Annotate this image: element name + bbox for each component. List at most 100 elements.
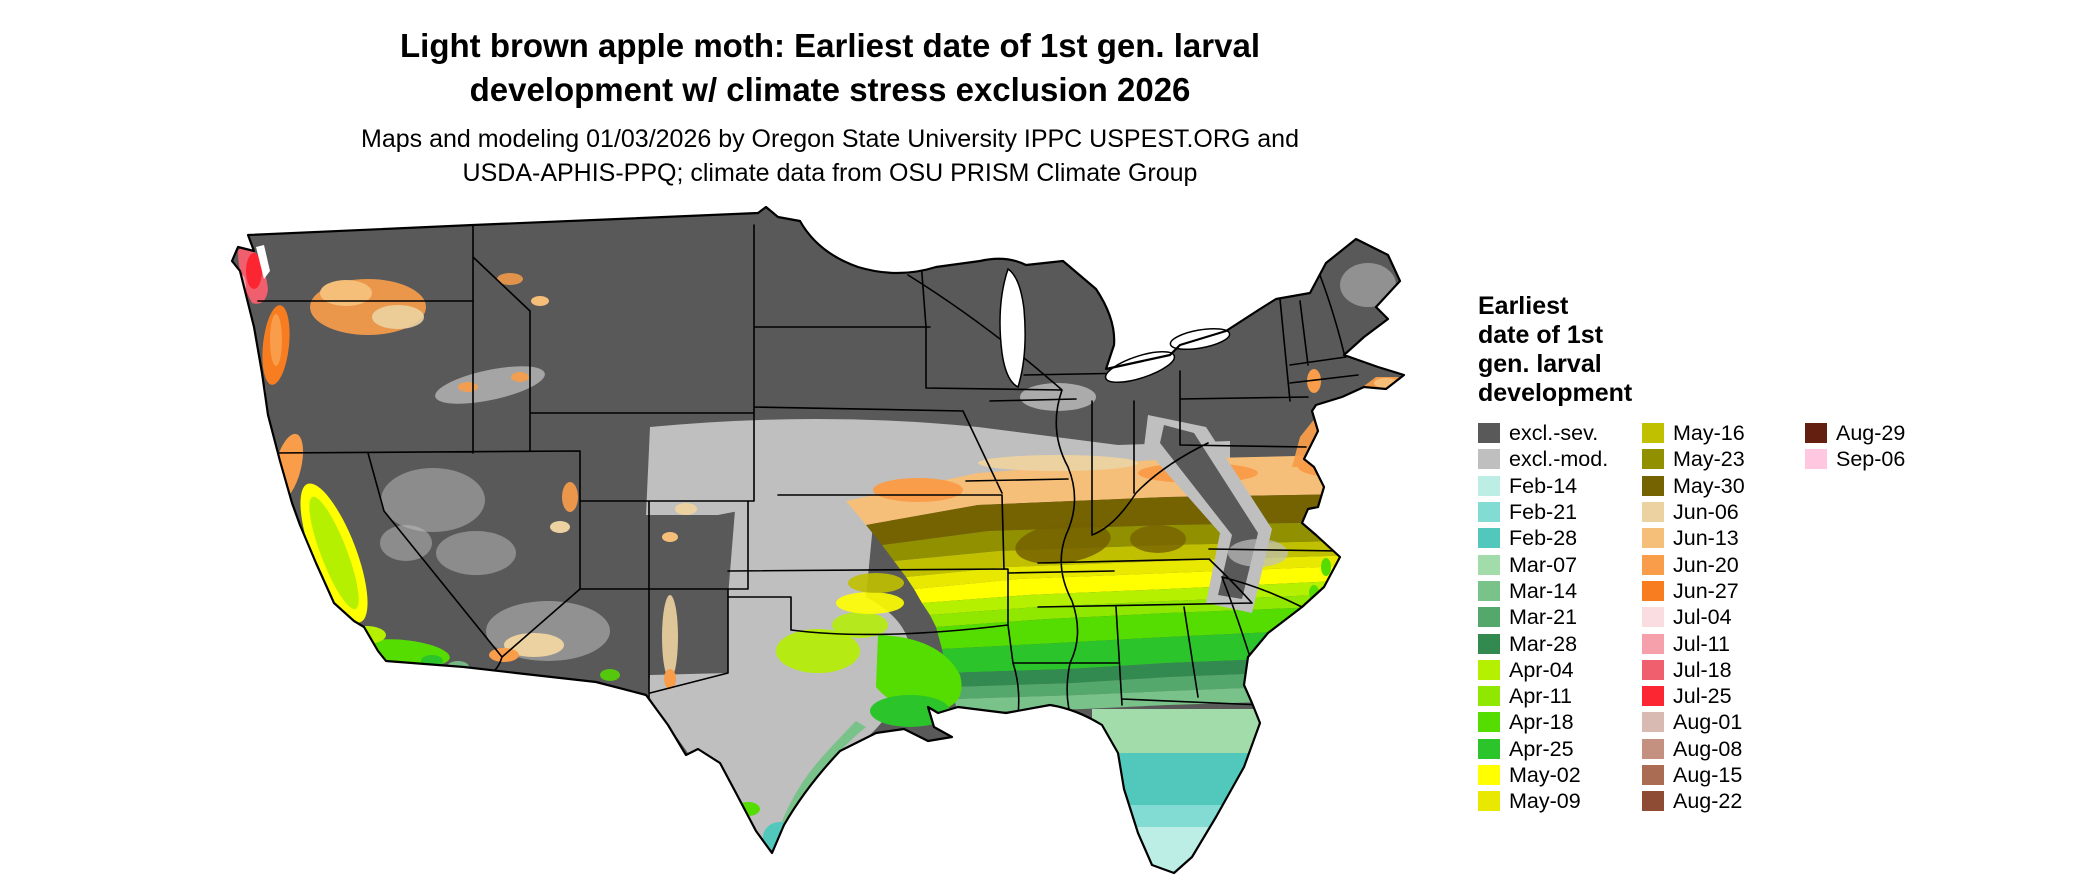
- map-patch-se-arizona-green: [600, 669, 620, 681]
- map-patch-nevada-gray-b: [436, 531, 516, 575]
- legend-label: Aug-29: [1836, 421, 1906, 446]
- map-patch-texas-green: [876, 635, 962, 711]
- legend-label: May-02: [1509, 763, 1581, 787]
- legend-row: May-30: [1642, 473, 1802, 499]
- legend-row: May-02: [1478, 762, 1638, 788]
- legend-swatch: [1478, 738, 1500, 759]
- map-region-kansas-gray: [728, 473, 878, 597]
- legend-swatch: [1642, 633, 1664, 654]
- legend-swatch: [1478, 712, 1500, 733]
- map-patch-utah-tan: [550, 521, 570, 533]
- legend-label: Apr-04: [1509, 657, 1574, 682]
- map-patch-columbia-basin-tan: [372, 305, 424, 329]
- legend-swatch: [1478, 423, 1500, 444]
- legend-row: Mar-21: [1478, 604, 1638, 630]
- legend-label: Aug-01: [1673, 710, 1743, 735]
- legend-column-3: Aug-29 Sep-06: [1805, 420, 1965, 473]
- us-outline: [230, 205, 1406, 875]
- legend-label: Jul-18: [1673, 657, 1732, 682]
- legend-swatch: [1642, 659, 1664, 680]
- legend-label: Jul-25: [1673, 684, 1732, 709]
- legend-row: May-23: [1642, 446, 1802, 472]
- legend-row: Jun-06: [1642, 499, 1802, 525]
- map-band-apr11: [930, 591, 1404, 627]
- legend-swatch: [1478, 791, 1500, 812]
- legend-swatch: [1642, 502, 1664, 523]
- legend-swatch: [1642, 607, 1664, 628]
- legend-swatch: [1642, 580, 1664, 601]
- map-patch-utah-orange: [562, 482, 578, 512]
- legend-swatch: [1642, 686, 1664, 707]
- legend-row: excl.-sev.: [1478, 420, 1638, 446]
- legend-row: Aug-22: [1642, 788, 1802, 814]
- legend-label: Aug-08: [1673, 736, 1743, 761]
- map-patch-texas-green-coastal: [870, 695, 950, 727]
- page-title: Light brown apple moth: Earliest date of…: [0, 24, 1660, 112]
- legend-swatch: [1642, 449, 1664, 470]
- map-patch-montana-orange: [497, 273, 523, 285]
- legend-swatch: [1478, 449, 1500, 470]
- legend-label: Mar-21: [1509, 605, 1578, 630]
- legend-label: excl.-mod.: [1509, 447, 1609, 472]
- legend-row: Mar-28: [1478, 630, 1638, 656]
- legend-row: Aug-29: [1805, 420, 1965, 446]
- map-patch-outerbanks-green-a: [1321, 558, 1331, 576]
- legend-swatch: [1478, 607, 1500, 628]
- legend-label: Aug-22: [1673, 789, 1743, 814]
- map-patch-nevada-gray-c: [380, 525, 432, 561]
- legend-column-1: excl.-sev. excl.-mod. Feb-14 Feb-21 Feb-…: [1478, 420, 1638, 814]
- legend-label: Feb-21: [1509, 500, 1578, 525]
- map-band-may16: [894, 539, 1404, 577]
- page-subtitle-line2: USDA-APHIS-PPQ; climate data from OSU PR…: [462, 159, 1198, 187]
- legend-label: Feb-28: [1509, 526, 1578, 551]
- legend-label: Mar-14: [1509, 578, 1578, 603]
- map-patch-maine-gray: [1340, 263, 1396, 307]
- page-subtitle-line1: Maps and modeling 01/03/2026 by Oregon S…: [361, 125, 1299, 153]
- legend-title-line: development: [1478, 379, 1633, 407]
- legend-swatch: [1478, 475, 1500, 496]
- map-patch-arizona-tan: [504, 633, 564, 657]
- legend-label: May-16: [1673, 421, 1745, 446]
- map-patch-jun06: [978, 455, 1138, 471]
- state-borders: [257, 220, 1359, 747]
- map-patch-texas-olive: [848, 573, 904, 593]
- legend-label: Jul-04: [1673, 605, 1732, 630]
- legend-row: Aug-01: [1642, 709, 1802, 735]
- map-region-florida-mar: [1092, 709, 1267, 757]
- legend-row: Aug-08: [1642, 736, 1802, 762]
- legend-row: Feb-14: [1478, 473, 1638, 499]
- map-patch-texas-chartreuse-a: [776, 629, 860, 673]
- legend-label: Jun-20: [1673, 552, 1739, 577]
- legend-column-2: May-16 May-23 May-30 Jun-06 Jun-13 Jun-2…: [1642, 420, 1802, 814]
- map-patch-nevada-gray-a: [381, 468, 485, 532]
- legend-row: Jul-18: [1642, 657, 1802, 683]
- legend-row: Feb-21: [1478, 499, 1638, 525]
- legend-swatch: [1478, 633, 1500, 654]
- map-patch-cumberland: [1130, 525, 1186, 553]
- map-patch-newmexico-orange: [664, 669, 676, 689]
- map-patch-newmexico-tan: [662, 595, 678, 679]
- map-patch-snake-orange-a: [458, 382, 478, 392]
- legend-label: Apr-18: [1509, 710, 1574, 735]
- legend-label: Mar-28: [1509, 631, 1578, 656]
- legend-label: May-23: [1673, 447, 1745, 472]
- map-patch-willamette-core: [270, 314, 282, 366]
- page-subtitle: Maps and modeling 01/03/2026 by Oregon S…: [0, 122, 1660, 190]
- lake-michigan: [999, 267, 1026, 389]
- legend-row: Apr-11: [1478, 683, 1638, 709]
- map-patch-colorado-light: [662, 532, 678, 542]
- legend-swatch: [1805, 449, 1827, 470]
- map-patch-colorado-tan: [675, 503, 697, 515]
- map-patch-columbia-basin-light: [320, 280, 372, 306]
- map-patch-hudson-orange: [1307, 369, 1321, 393]
- legend-label: May-30: [1673, 473, 1745, 498]
- legend-row: Jul-25: [1642, 683, 1802, 709]
- legend-label: Jun-06: [1673, 500, 1739, 525]
- legend-row: excl.-mod.: [1478, 446, 1638, 472]
- legend-swatch: [1478, 502, 1500, 523]
- page-title-line1: Light brown apple moth: Earliest date of…: [400, 27, 1260, 64]
- legend-swatch: [1642, 528, 1664, 549]
- legend-row: Jun-13: [1642, 525, 1802, 551]
- legend-row: Mar-07: [1478, 551, 1638, 577]
- legend-label: Sep-06: [1836, 447, 1906, 472]
